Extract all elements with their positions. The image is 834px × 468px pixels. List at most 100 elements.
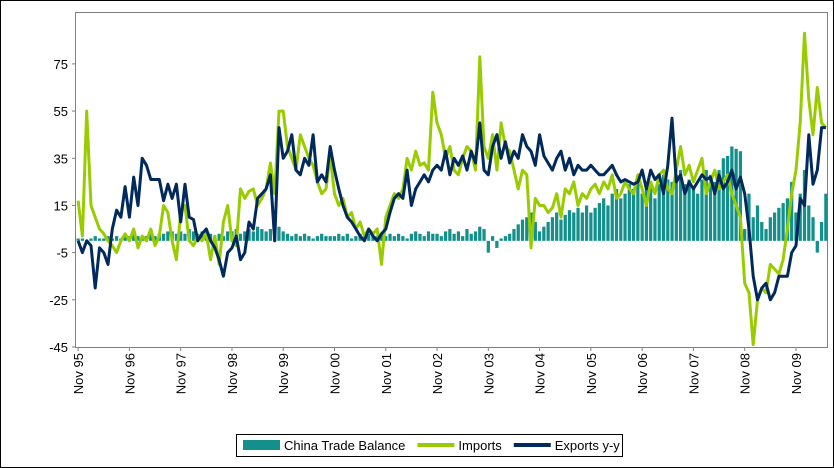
x-tick-label: Nov 03 [481,353,496,394]
x-tick-label: Nov 07 [686,353,701,394]
bar [149,233,153,241]
bar [683,184,687,241]
bar [414,231,418,241]
bar [345,233,349,241]
bar [713,181,717,241]
bar [623,193,627,241]
bar [89,238,93,241]
bar [136,236,140,241]
bar [666,179,670,241]
bar [819,221,824,241]
bar [610,193,614,241]
bar [597,203,602,241]
bar [97,238,102,241]
bar [268,229,273,241]
bar [661,174,666,241]
bar [589,212,593,241]
bar [576,207,580,241]
bar [461,236,465,241]
bar [452,233,456,241]
bar [435,233,439,241]
line [76,116,826,302]
x-tick-label: Nov 00 [328,353,343,394]
bar [516,224,520,241]
bar [465,229,469,241]
bar [790,181,794,241]
bar [824,193,828,241]
bar [388,233,392,241]
bar [755,205,760,241]
bar [337,233,341,241]
bar [264,231,268,241]
bar [691,188,696,241]
bar [341,236,345,241]
x-tick-label: Nov 09 [789,353,804,394]
bar [490,236,495,241]
bar [431,233,435,241]
bar [495,240,499,248]
x-tick-label: Nov 96 [122,353,137,394]
legend-label: Exports y-y [555,438,621,453]
bar [448,229,452,241]
bar [311,238,315,241]
bar [807,205,811,241]
x-tick-label: Nov 05 [584,353,599,394]
bar [572,212,576,241]
bar [102,238,106,241]
bar [550,217,555,241]
bar [307,236,311,241]
bar [379,233,384,241]
bar [456,231,461,241]
bar [602,198,606,241]
bar [670,181,674,241]
bar [443,231,448,241]
bar [772,212,777,241]
bar [555,212,559,241]
x-tick-label: Nov 01 [379,353,394,394]
legend-swatch [243,440,280,450]
bar [734,148,738,241]
bar [580,212,584,241]
bar [704,170,708,241]
x-tick-label: Nov 06 [635,353,650,394]
bar [255,226,260,241]
bar [525,217,529,241]
bar [696,193,700,241]
bar [396,233,401,241]
bar [384,236,388,241]
bar [811,217,815,241]
bar [721,158,725,241]
bar [584,205,589,241]
x-tick-label: Nov 99 [276,353,291,394]
bar [473,231,478,241]
bar [320,233,324,241]
bar [520,219,525,241]
x-tick-label: Nov 95 [71,353,86,394]
y-tick-label: -45 [49,340,68,355]
bar [777,207,781,241]
bar [426,231,431,241]
bar [687,179,691,241]
bar [768,217,772,241]
bar [636,179,640,241]
bar [217,233,221,241]
bar [153,236,157,241]
bar [183,233,187,241]
x-tick-label: Nov 04 [533,353,548,394]
bar [332,236,337,241]
bar [367,233,371,241]
bar [161,233,166,241]
bar [798,193,802,241]
bar [563,214,567,241]
bar [567,210,572,241]
bar [478,226,482,241]
plot-area [75,12,828,348]
bar [764,229,768,241]
y-tick-label: 55 [54,104,68,119]
bar [277,226,281,241]
bar [76,238,80,241]
bar [401,236,405,241]
bar [542,226,546,241]
bar [738,151,743,241]
